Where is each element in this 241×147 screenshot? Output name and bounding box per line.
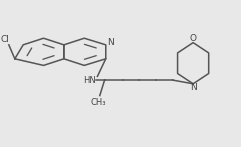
Text: CH₃: CH₃	[91, 98, 106, 107]
Text: O: O	[190, 34, 197, 44]
Text: Cl: Cl	[1, 35, 10, 44]
Text: N: N	[190, 83, 196, 92]
Text: HN: HN	[83, 76, 95, 85]
Text: N: N	[107, 38, 114, 47]
